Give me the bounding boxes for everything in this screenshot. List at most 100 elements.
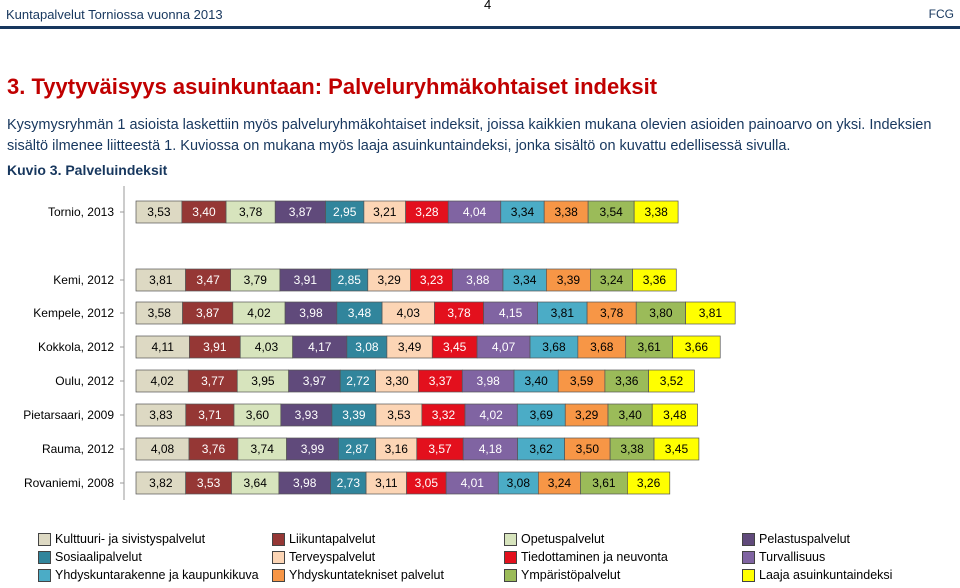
figure-caption: Kuvio 3. Palveluindeksit — [7, 162, 168, 178]
legend-item: Tiedottaminen ja neuvonta — [504, 550, 668, 564]
legend-swatch — [742, 532, 755, 546]
data-label: 3,53 — [387, 408, 411, 422]
page-number: 4 — [484, 0, 492, 12]
legend-item: Yhdyskuntarakenne ja kaupunkikuva — [38, 568, 259, 582]
data-label: 3,34 — [513, 273, 537, 287]
legend-label: Liikuntapalvelut — [289, 532, 376, 546]
data-label: 3,50 — [576, 442, 600, 456]
bar-segment — [648, 369, 695, 393]
header-logo-text: FCG — [928, 7, 954, 21]
bar-segment — [672, 335, 721, 359]
data-label: 3,38 — [554, 205, 578, 219]
data-label: 3,59 — [570, 374, 594, 388]
data-label: 4,18 — [479, 442, 503, 456]
bar-segment — [653, 437, 700, 461]
data-label: 4,03 — [255, 340, 279, 354]
data-label: 3,99 — [301, 442, 325, 456]
data-label: 4,04 — [463, 205, 487, 219]
data-label: 3,36 — [643, 273, 667, 287]
data-label: 3,83 — [149, 408, 173, 422]
legend-swatch — [504, 532, 517, 546]
data-label: 3,24 — [600, 273, 624, 287]
legend-swatch — [38, 568, 51, 582]
legend-label: Turvallisuus — [759, 550, 826, 564]
data-label: 3,71 — [198, 408, 222, 422]
category-label: Rovaniemi, 2008 — [24, 476, 114, 490]
data-label: 3,40 — [192, 205, 216, 219]
data-label: 3,48 — [663, 408, 687, 422]
data-label: 3,98 — [299, 306, 323, 320]
data-label: 3,68 — [590, 340, 614, 354]
data-label: 3,62 — [529, 442, 553, 456]
data-label: 2,95 — [333, 205, 357, 219]
data-label: 3,23 — [420, 273, 444, 287]
data-label: 4,02 — [247, 306, 271, 320]
data-label: 3,38 — [620, 442, 644, 456]
data-label: 2,73 — [337, 476, 361, 490]
data-label: 3,80 — [649, 306, 673, 320]
category-label: Tornio, 2013 — [48, 205, 114, 219]
data-label: 3,49 — [398, 340, 422, 354]
bar-segment — [627, 471, 671, 495]
legend-label: Tiedottaminen ja neuvonta — [521, 550, 668, 564]
data-label: 3,29 — [575, 408, 599, 422]
data-label: 3,87 — [289, 205, 313, 219]
data-label: 4,17 — [308, 340, 332, 354]
legend-swatch — [272, 532, 285, 546]
data-label: 4,03 — [397, 306, 421, 320]
data-label: 3,76 — [202, 442, 226, 456]
data-label: 3,81 — [149, 273, 173, 287]
legend-item: Yhdyskuntatekniset palvelut — [272, 568, 444, 582]
data-label: 3,77 — [201, 374, 225, 388]
legend-item: Pelastuspalvelut — [742, 532, 850, 546]
legend-label: Ympäristöpalvelut — [521, 568, 621, 582]
data-label: 3,39 — [557, 273, 581, 287]
legend-swatch — [504, 550, 517, 564]
data-label: 3,36 — [615, 374, 639, 388]
legend-label: Pelastuspalvelut — [759, 532, 851, 546]
legend-item: Liikuntapalvelut — [272, 532, 375, 546]
legend-item: Ympäristöpalvelut — [504, 568, 620, 582]
data-label: 3,29 — [377, 273, 401, 287]
data-label: 3,74 — [251, 442, 275, 456]
data-label: 3,98 — [293, 476, 317, 490]
data-label: 3,81 — [699, 306, 723, 320]
data-label: 3,40 — [524, 374, 548, 388]
data-label: 3,69 — [530, 408, 554, 422]
data-label: 2,87 — [345, 442, 369, 456]
data-label: 2,72 — [346, 374, 370, 388]
data-label: 3,61 — [592, 476, 616, 490]
data-label: 4,08 — [151, 442, 175, 456]
data-label: 3,91 — [203, 340, 227, 354]
data-label: 2,85 — [338, 273, 362, 287]
data-label: 3,82 — [149, 476, 173, 490]
legend-swatch — [742, 550, 755, 564]
data-label: 3,61 — [637, 340, 661, 354]
data-label: 3,45 — [443, 340, 467, 354]
data-label: 3,91 — [294, 273, 318, 287]
data-label: 4,01 — [461, 476, 485, 490]
data-label: 3,81 — [551, 306, 575, 320]
data-label: 3,60 — [246, 408, 270, 422]
legend-label: Yhdyskuntarakenne ja kaupunkikuva — [55, 568, 259, 582]
data-label: 3,54 — [599, 205, 623, 219]
legend-label: Terveyspalvelut — [289, 550, 376, 564]
section-heading: 3. Tyytyväisyys asuinkuntaan: Palveluryh… — [7, 74, 658, 99]
category-label: Pietarsaari, 2009 — [23, 408, 114, 422]
data-label: 3,78 — [239, 205, 263, 219]
data-label: 3,53 — [147, 205, 171, 219]
bar-segment — [633, 200, 679, 224]
data-label: 3,48 — [348, 306, 372, 320]
legend-swatch — [38, 532, 51, 546]
legend-swatch — [38, 550, 51, 564]
data-label: 3,66 — [685, 340, 709, 354]
legend-swatch — [742, 568, 755, 582]
data-label: 4,02 — [479, 408, 503, 422]
data-label: 3,78 — [600, 306, 624, 320]
category-label: Rauma, 2012 — [42, 442, 114, 456]
data-label: 3,39 — [342, 408, 366, 422]
stacked-bar-chart: Tornio, 2013 3,53 3,40 3,78 3,87 2,95 3,21 3,28… — [23, 186, 736, 500]
data-label: 3,08 — [355, 340, 379, 354]
data-label: 3,40 — [618, 408, 642, 422]
data-label: 3,45 — [665, 442, 689, 456]
